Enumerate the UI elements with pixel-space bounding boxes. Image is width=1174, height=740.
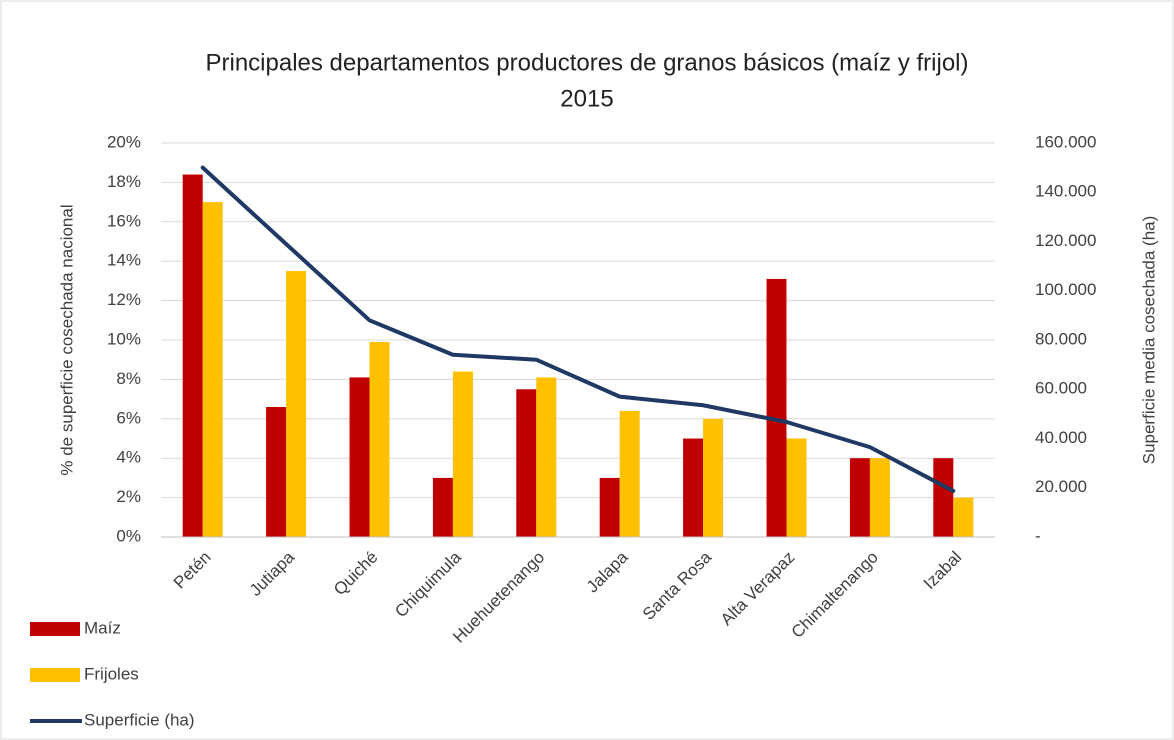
- bar: [786, 438, 807, 537]
- legend-swatch: [30, 622, 80, 636]
- y-tick-label: 6%: [116, 408, 141, 427]
- y-tick-label: 8%: [116, 369, 141, 388]
- y-tick-label: 0%: [116, 526, 141, 545]
- bar: [202, 202, 223, 537]
- bar: [369, 341, 390, 537]
- y2-tick-label: 60.000: [1035, 379, 1087, 398]
- bar: [849, 458, 870, 537]
- bar: [452, 371, 473, 537]
- bar: [536, 377, 557, 537]
- y2-tick-label: 100.000: [1035, 280, 1096, 299]
- bar: [619, 410, 640, 537]
- legend-label: Frijoles: [84, 664, 139, 683]
- legend-label: Superficie (ha): [84, 710, 195, 729]
- bar: [286, 271, 307, 537]
- bar: [266, 406, 287, 537]
- y-axis-title: % de superficie cosechada nacional: [57, 204, 76, 475]
- bar: [953, 497, 974, 537]
- chart-title: 2015: [560, 85, 613, 112]
- bar: [766, 278, 787, 537]
- line: [200, 165, 956, 493]
- bar: [349, 377, 370, 537]
- y2-tick-label: 40.000: [1035, 428, 1087, 447]
- y-tick-label: 14%: [107, 251, 141, 270]
- y-tick-label: 12%: [107, 290, 141, 309]
- bar: [516, 389, 537, 537]
- y-tick-label: 4%: [116, 448, 141, 467]
- legend-swatch: [30, 668, 80, 682]
- y2-tick-label: 20.000: [1035, 477, 1087, 496]
- bar: [432, 477, 453, 537]
- y-tick-label: 2%: [116, 487, 141, 506]
- y2-axis-title: Superficie media cosechada (ha): [1139, 216, 1158, 465]
- y-tick-label: 16%: [107, 211, 141, 230]
- y2-tick-label: -: [1035, 526, 1041, 545]
- y-tick-label: 18%: [107, 172, 141, 191]
- y-tick-label: 10%: [107, 329, 141, 348]
- bar: [599, 477, 620, 537]
- bar: [933, 458, 954, 537]
- bar: [182, 174, 203, 537]
- legend-label: Maíz: [84, 618, 121, 637]
- y2-tick-label: 80.000: [1035, 329, 1087, 348]
- bar: [683, 438, 704, 537]
- y2-tick-label: 160.000: [1035, 132, 1096, 151]
- chart-title: Principales departamentos productores de…: [205, 49, 968, 76]
- y2-tick-label: 120.000: [1035, 231, 1096, 250]
- bar: [869, 458, 890, 537]
- y2-tick-label: 140.000: [1035, 182, 1096, 201]
- y-tick-label: 20%: [107, 132, 141, 151]
- bar: [703, 418, 724, 537]
